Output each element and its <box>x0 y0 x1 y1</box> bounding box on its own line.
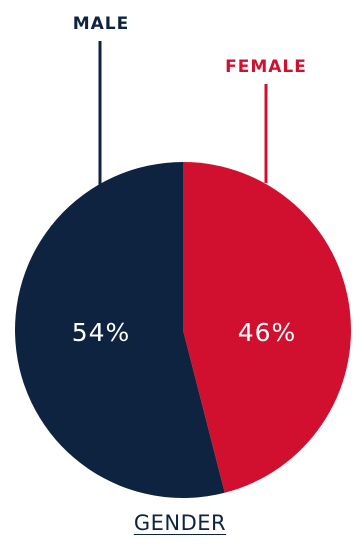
series-label-male: MALE <box>73 14 130 34</box>
chart-title: GENDER <box>133 511 227 535</box>
pie-slices <box>15 162 352 498</box>
pie-slice-female <box>183 162 352 493</box>
pie-slice-male <box>15 162 225 498</box>
value-label-female: 46% <box>238 318 297 347</box>
pie-labels: MALE 54% FEMALE 46% <box>72 14 307 347</box>
leader-lines <box>98 41 268 185</box>
series-label-female: FEMALE <box>225 57 307 77</box>
value-label-male: 54% <box>72 318 131 347</box>
